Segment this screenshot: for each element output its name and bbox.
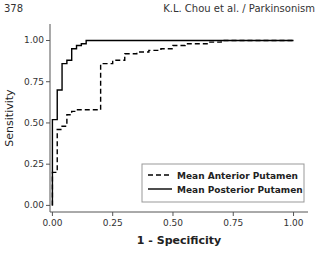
x-tick-label: 0.25 — [103, 218, 123, 228]
y-tick-label: 0.50 — [24, 118, 44, 128]
y-tick — [46, 40, 50, 41]
legend-swatch — [148, 174, 172, 175]
x-tick — [172, 212, 173, 216]
legend: Mean Anterior Putamen Mean Posterior Puta… — [142, 164, 304, 202]
legend-entry: Mean Posterior Putamen — [177, 185, 303, 195]
y-tick — [46, 164, 50, 165]
x-tick-label: 0.75 — [223, 218, 243, 228]
y-tick — [46, 122, 50, 123]
x-tick-label: 0.00 — [42, 218, 62, 228]
y-axis-label: Sensitivity — [3, 89, 16, 147]
axes: 0.00 0.25 0.50 0.75 1.00 0.00 0.25 0.50 0.75 1.00 — [24, 24, 308, 228]
x-axis — [50, 212, 308, 213]
x-tick-label: 1.00 — [284, 218, 304, 228]
y-tick — [46, 205, 50, 206]
page-number: 378 — [4, 3, 23, 14]
y-tick — [46, 81, 50, 82]
legend-entry: Mean Anterior Putamen — [177, 171, 298, 181]
x-axis-label: 1 - Specificity — [137, 234, 221, 247]
y-axis — [50, 24, 51, 212]
y-tick-label: 1.00 — [24, 35, 44, 45]
chart: 378K.L. Chou et al. / Parkinsonism0.000.… — [0, 0, 319, 254]
y-tick-label: 0.25 — [24, 159, 44, 169]
x-tick-label: 0.50 — [163, 218, 183, 228]
legend-box — [142, 164, 304, 202]
x-tick — [112, 212, 113, 216]
y-tick-label: 0.75 — [24, 77, 44, 87]
legend-swatch — [148, 188, 172, 189]
x-tick — [52, 212, 53, 216]
x-tick — [233, 212, 234, 216]
y-tick-label: 0.00 — [24, 200, 44, 210]
title: K.L. Chou et al. / Parkinsonism — [163, 3, 315, 14]
x-tick — [293, 212, 294, 216]
